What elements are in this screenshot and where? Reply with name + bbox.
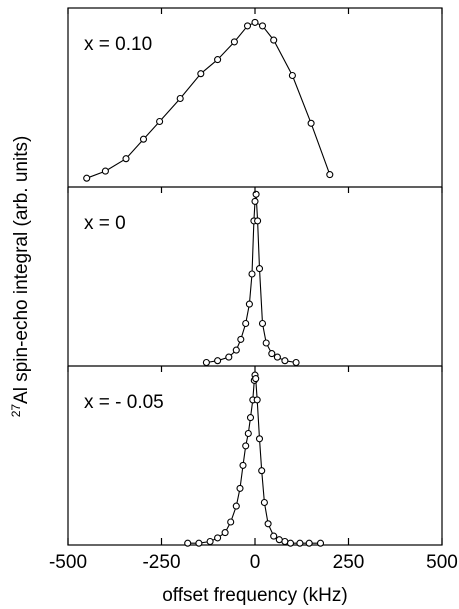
panel: x = 0 [84,190,300,367]
data-point [214,534,222,542]
data-point [197,70,205,78]
data-point [270,532,278,540]
data-point [245,300,253,308]
data-point [260,498,268,507]
plot-border [67,7,443,546]
panel-label: x = 0.10 [84,34,152,55]
data-point [252,190,260,198]
data-point [101,167,109,175]
data-point [242,319,250,328]
panel-label: x = - 0.05 [84,392,164,413]
x-tick-label: -500 [49,552,87,573]
data-point [268,350,276,358]
data-point [232,502,240,510]
x-axis-title: offset frequency (kHz) [162,585,348,606]
x-tick-label: -250 [142,552,180,573]
data-point [232,346,240,354]
data-point [255,265,264,273]
data-point [264,520,272,528]
data-point [316,539,325,547]
panel: x = - 0.05 [84,371,325,547]
data-point [281,357,289,365]
data-point [296,539,304,547]
data-point [307,119,315,127]
data-point [246,414,255,422]
y-axis-title-text: Al spin-echo integral (arb. units) [11,136,32,404]
data-point [195,539,203,547]
data-point [292,358,300,367]
panels: x = 0.10 x = 0 x = - 0.05 [83,18,334,547]
data-point [286,539,295,547]
x-tick-label: 0 [250,552,261,573]
x-axis: -500 -250 0 250 500 [49,8,458,573]
data-point [251,18,259,26]
data-point [156,117,164,126]
data-point [243,22,252,30]
data-point [251,197,259,205]
plot-frame [67,7,443,546]
data-point [258,319,267,328]
panel: x = 0.10 [83,18,334,182]
data-point [122,155,130,163]
data-point [225,353,233,361]
data-point [270,36,278,44]
data-point [252,375,260,383]
data-point [214,56,222,64]
data-point [237,335,245,343]
data-point [184,539,192,547]
data-point [236,484,244,492]
data-point [273,353,281,361]
data-point [248,270,256,278]
data-point [206,537,214,546]
data-point [326,171,334,179]
x-tick-label: 500 [426,552,458,573]
data-point [258,22,267,30]
data-point [254,217,262,225]
data-point [253,396,261,404]
data-point [227,518,235,526]
data-point [262,339,270,347]
data-point [288,71,296,80]
data-point [202,358,210,367]
panel-label: x = 0 [84,213,126,234]
y-axis-title: 27Al spin-echo integral (arb. units) [9,136,32,418]
data-point [258,467,266,475]
data-point [242,442,250,450]
data-point [221,529,229,537]
data-point [239,461,247,469]
data-point [255,435,264,443]
y-axis-title-superscript: 27 [9,404,23,418]
data-point [214,357,222,365]
x-tick-label: 250 [333,552,365,573]
series-line [86,21,331,179]
data-point [176,94,184,103]
data-point [230,38,238,46]
data-point [139,135,148,143]
data-point [244,429,252,438]
data-point [83,174,91,182]
data-point [305,539,313,547]
